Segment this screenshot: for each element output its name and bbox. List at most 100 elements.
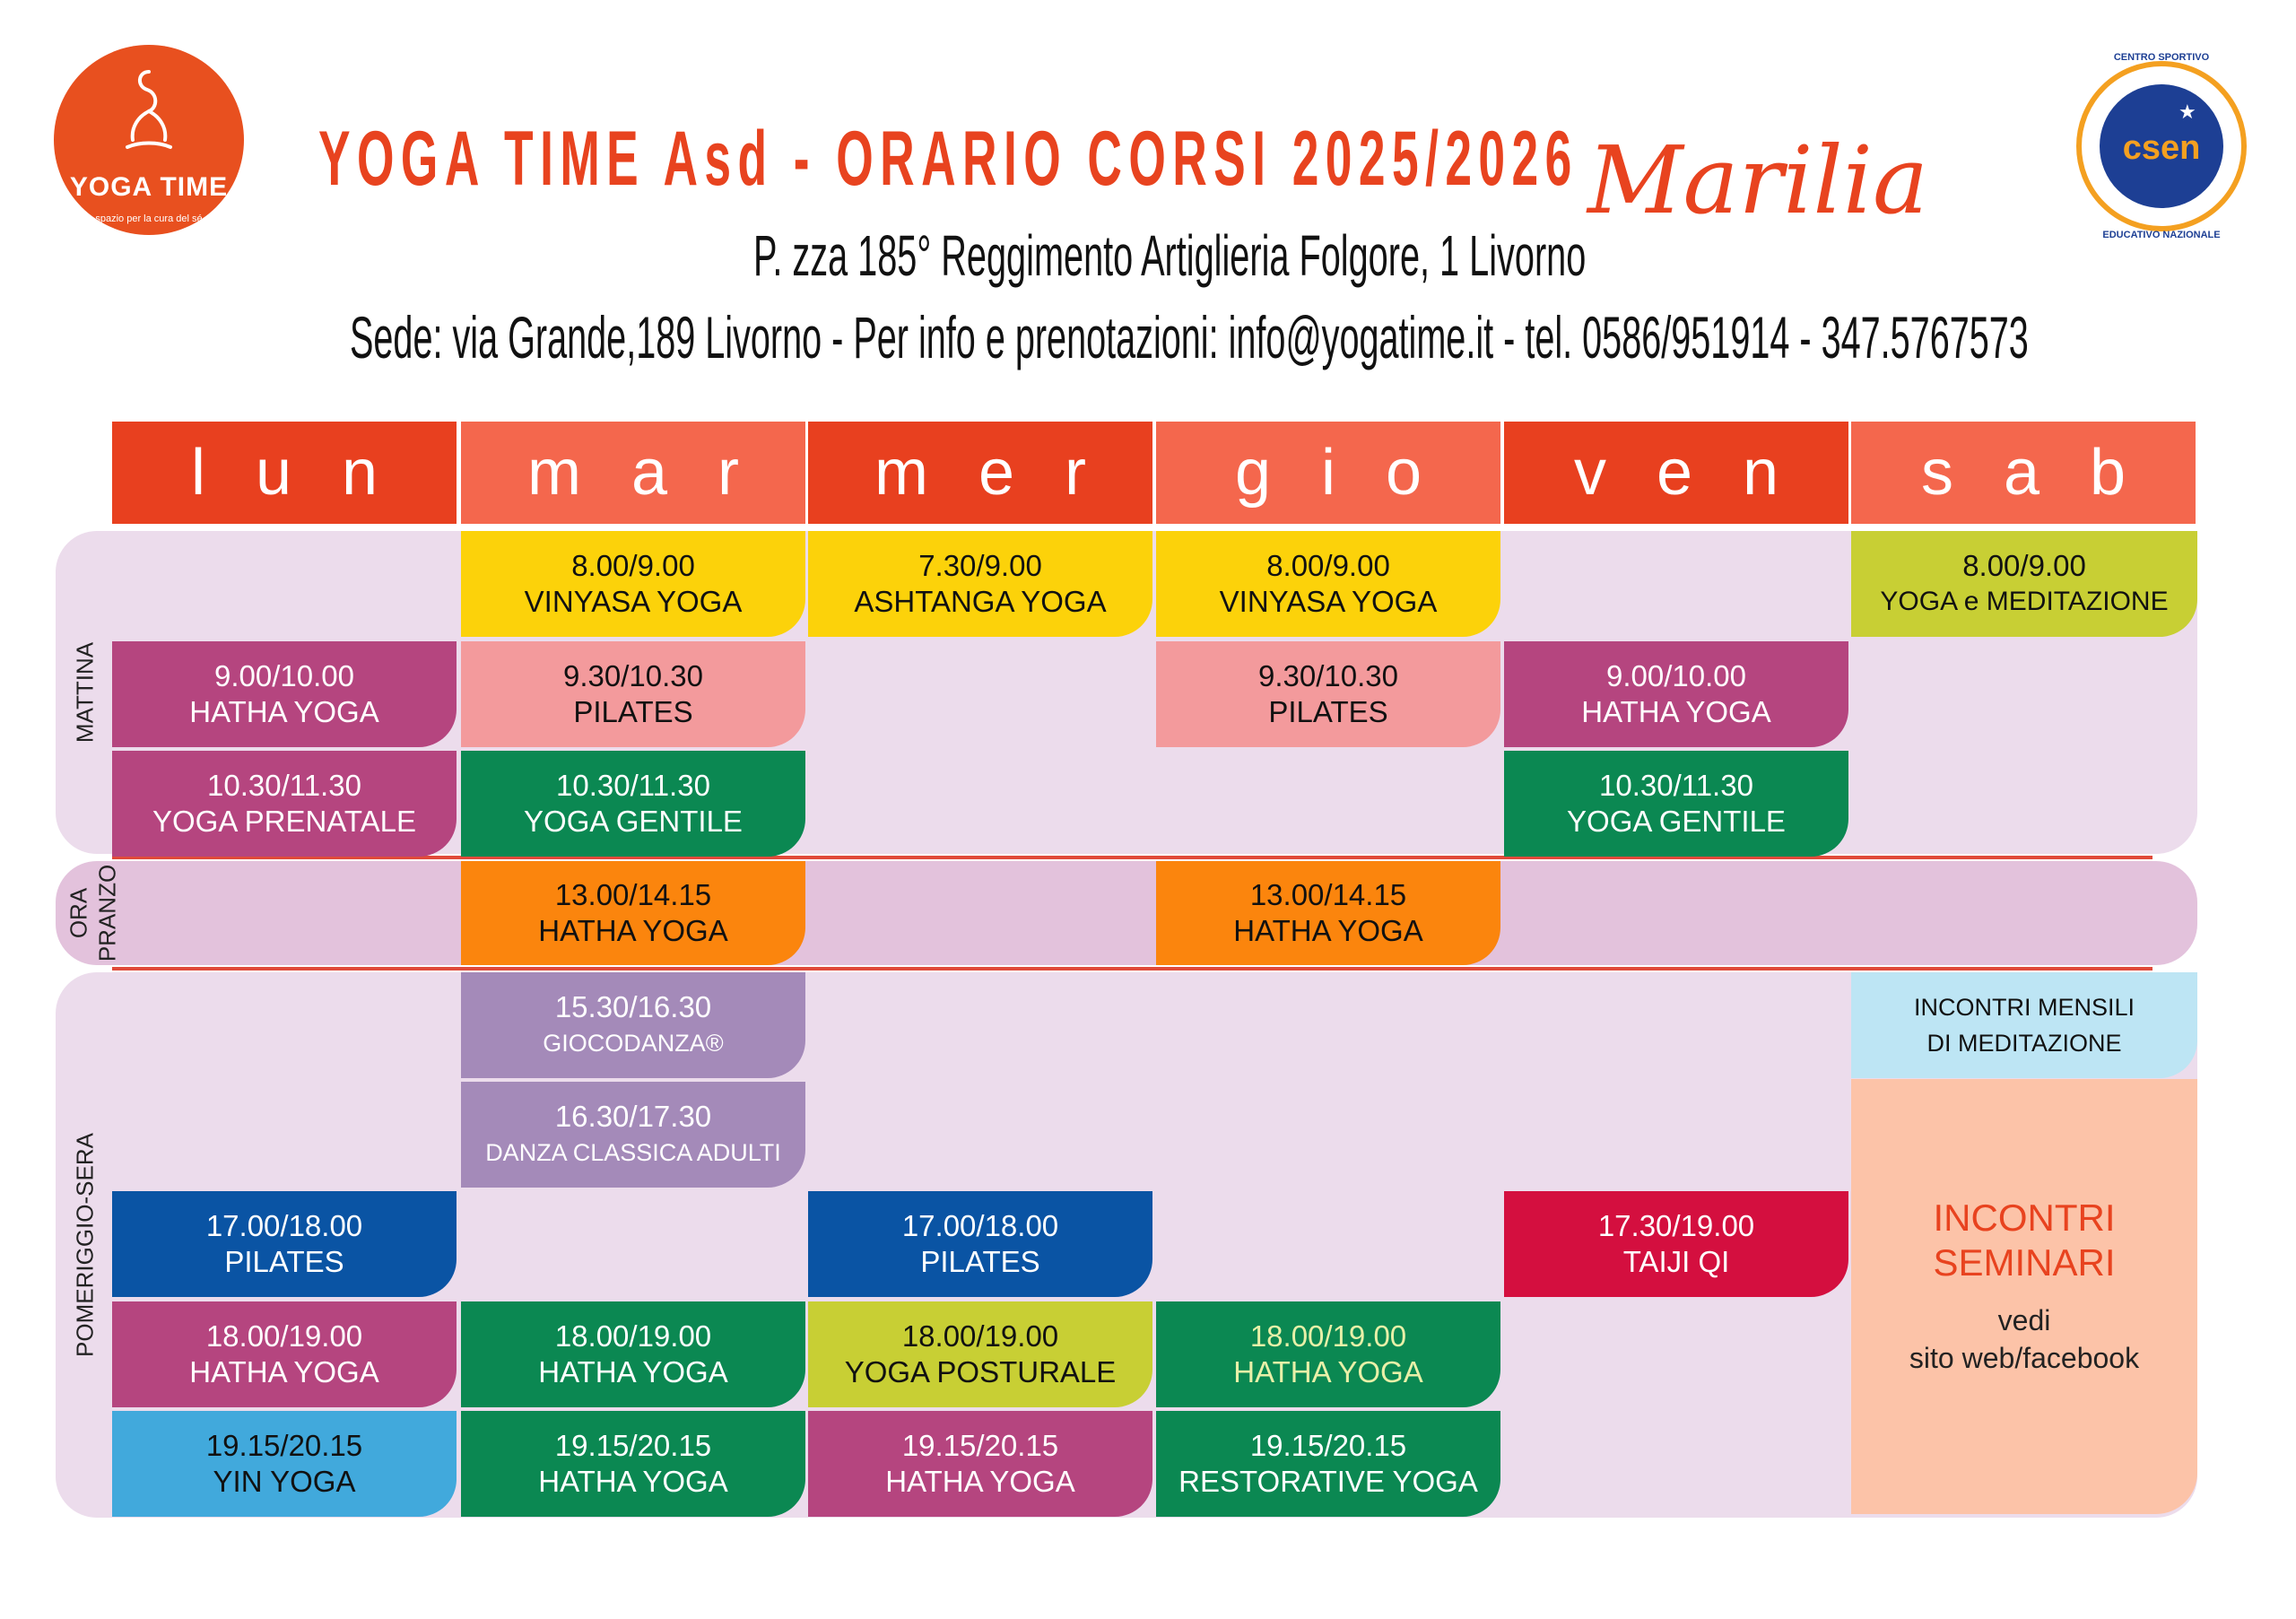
course-cell: 15.30/16.30 GIOCODANZA® — [461, 972, 805, 1078]
course-time: 18.00/19.00 — [205, 1319, 363, 1353]
course-cell: 18.00/19.00 HATHA YOGA — [461, 1301, 805, 1407]
csen-badge: CENTRO SPORTIVO ★ csen EDUCATIVO NAZIONA… — [2076, 52, 2247, 240]
day-header-mer: mer — [808, 422, 1152, 524]
course-cell: 19.15/20.15 YIN YOGA — [112, 1411, 457, 1517]
course-cell: 9.30/10.30 PILATES — [1156, 641, 1500, 747]
course-cell: 17.00/18.00 PILATES — [808, 1191, 1152, 1297]
section-label-evening: POMERIGGIO-SERA — [71, 1133, 99, 1357]
course-time: 10.30/11.30 — [556, 769, 710, 802]
seminari-note-1: vedi — [1997, 1304, 2051, 1336]
course-cell: 9.30/10.30 PILATES — [461, 641, 805, 747]
seminari-note-2: sito web/facebook — [1909, 1342, 2140, 1374]
divider-line — [112, 967, 2152, 971]
course-name: PILATES — [1268, 695, 1388, 728]
course-cell: 10.30/11.30 YOGA GENTILE — [461, 751, 805, 857]
address: P. zza 185° Reggimento Artiglieria Folgo… — [753, 223, 1587, 288]
course-time: 7.30/9.00 — [918, 549, 1042, 582]
logo-tagline: spazio per la cura del sé — [95, 213, 203, 224]
seminari-title-2: SEMINARI — [1933, 1241, 2116, 1284]
course-name: HATHA YOGA — [538, 914, 728, 947]
day-header-gio: gio — [1156, 422, 1500, 524]
contact-info: Sede: via Grande,189 Livorno - Per info … — [350, 304, 2029, 370]
course-cell: 19.15/20.15 RESTORATIVE YOGA — [1156, 1411, 1500, 1517]
course-time: 18.00/19.00 — [1249, 1319, 1407, 1353]
course-time: 10.30/11.30 — [1599, 769, 1753, 802]
day-header-sab: sab — [1851, 422, 2196, 524]
course-name: HATHA YOGA — [189, 695, 379, 728]
course-time: 19.15/20.15 — [1249, 1429, 1407, 1462]
course-name: HATHA YOGA — [1581, 695, 1771, 728]
course-cell: 9.00/10.00 HATHA YOGA — [112, 641, 457, 747]
course-cell: 13.00/14.15 HATHA YOGA — [461, 861, 805, 965]
course-name: HATHA YOGA — [538, 1465, 728, 1498]
yoga-time-logo: YOGA TIME spazio per la cura del sé — [54, 45, 244, 235]
course-name: HATHA YOGA — [1233, 914, 1423, 947]
course-name: YOGA e MEDITAZIONE — [1880, 587, 2169, 616]
course-name: HATHA YOGA — [538, 1355, 728, 1388]
course-cell: 8.00/9.00 VINYASA YOGA — [461, 531, 805, 637]
meditation-figure-icon — [126, 70, 172, 149]
course-time: 13.00/14.15 — [1249, 878, 1407, 911]
course-name: YOGA GENTILE — [1567, 805, 1786, 838]
course-name: VINYASA YOGA — [524, 585, 743, 618]
course-cell: 19.15/20.15 HATHA YOGA — [461, 1411, 805, 1517]
course-time: 9.00/10.00 — [214, 659, 354, 692]
course-time: 19.15/20.15 — [901, 1429, 1059, 1462]
course-time: 8.00/9.00 — [1266, 549, 1390, 582]
section-label-morning: MATTINA — [71, 641, 99, 744]
course-cell: 8.00/9.00 VINYASA YOGA — [1156, 531, 1500, 637]
day-header-ven: ven — [1504, 422, 1848, 524]
course-time: 17.00/18.00 — [205, 1209, 363, 1242]
course-time: 8.00/9.00 — [1962, 549, 2086, 582]
course-name: YIN YOGA — [213, 1465, 356, 1498]
badge-name: csen — [2122, 129, 2201, 167]
course-cell: 18.00/19.00 YOGA POSTURALE — [808, 1301, 1152, 1407]
section-label-lunch-2: PRANZO — [93, 864, 121, 962]
section-label-lunch-1: ORA — [65, 887, 92, 939]
course-name: RESTORATIVE YOGA — [1178, 1465, 1478, 1498]
course-time: 19.15/20.15 — [205, 1429, 363, 1462]
course-cell: 18.00/19.00 HATHA YOGA — [112, 1301, 457, 1407]
course-cell: 9.00/10.00 HATHA YOGA — [1504, 641, 1848, 747]
course-cell: 8.00/9.00 YOGA e MEDITAZIONE — [1851, 531, 2197, 637]
page-title: YOGA TIME Asd - ORARIO CORSI 2025/2026 — [318, 116, 1578, 202]
course-name: YOGA GENTILE — [524, 805, 743, 838]
course-time: 18.00/19.00 — [901, 1319, 1059, 1353]
course-name: INCONTRI MENSILI — [1913, 994, 2135, 1021]
course-time: 8.00/9.00 — [571, 549, 695, 582]
divider-line — [112, 856, 2152, 859]
course-name: ASHTANGA YOGA — [854, 585, 1107, 618]
course-time: 16.30/17.30 — [554, 1100, 712, 1133]
course-time: 13.00/14.15 — [554, 878, 712, 911]
location-script-name: Marilia — [1587, 126, 1928, 235]
course-cell: 10.30/11.30 YOGA PRENATALE — [112, 751, 457, 857]
course-name: PILATES — [920, 1245, 1040, 1278]
day-header-mar: mar — [461, 422, 805, 524]
course-name: HATHA YOGA — [189, 1355, 379, 1388]
course-name: PILATES — [573, 695, 693, 728]
course-cell: 16.30/17.30 DANZA CLASSICA ADULTI — [461, 1082, 805, 1188]
course-name: DI MEDITAZIONE — [1926, 1030, 2122, 1057]
course-cell: 17.30/19.00 TAIJI QI — [1504, 1191, 1848, 1297]
course-name: HATHA YOGA — [885, 1465, 1075, 1498]
seminari-block: INCONTRI SEMINARI vedi sito web/facebook — [1851, 1079, 2197, 1514]
course-cell: 17.00/18.00 PILATES — [112, 1191, 457, 1297]
course-time: 17.30/19.00 — [1597, 1209, 1755, 1242]
course-time: 15.30/16.30 — [554, 990, 712, 1023]
course-cell: 18.00/19.00 HATHA YOGA — [1156, 1301, 1500, 1407]
logo-name: YOGA TIME — [69, 172, 229, 202]
course-time: 17.00/18.00 — [901, 1209, 1059, 1242]
course-cell: 13.00/14.15 HATHA YOGA — [1156, 861, 1500, 965]
badge-top-text: CENTRO SPORTIVO — [2113, 52, 2210, 63]
course-cell: 10.30/11.30 YOGA GENTILE — [1504, 751, 1848, 857]
course-time: 10.30/11.30 — [207, 769, 361, 802]
course-name: GIOCODANZA® — [543, 1030, 724, 1057]
lunch-section — [56, 861, 2197, 965]
course-cell: INCONTRI MENSILI DI MEDITAZIONE — [1851, 972, 2197, 1078]
course-cell: 19.15/20.15 HATHA YOGA — [808, 1411, 1152, 1517]
course-name: DANZA CLASSICA ADULTI — [485, 1139, 781, 1166]
course-name: VINYASA YOGA — [1219, 585, 1438, 618]
course-time: 9.30/10.30 — [563, 659, 703, 692]
course-name: YOGA PRENATALE — [152, 805, 417, 838]
course-name: PILATES — [224, 1245, 344, 1278]
